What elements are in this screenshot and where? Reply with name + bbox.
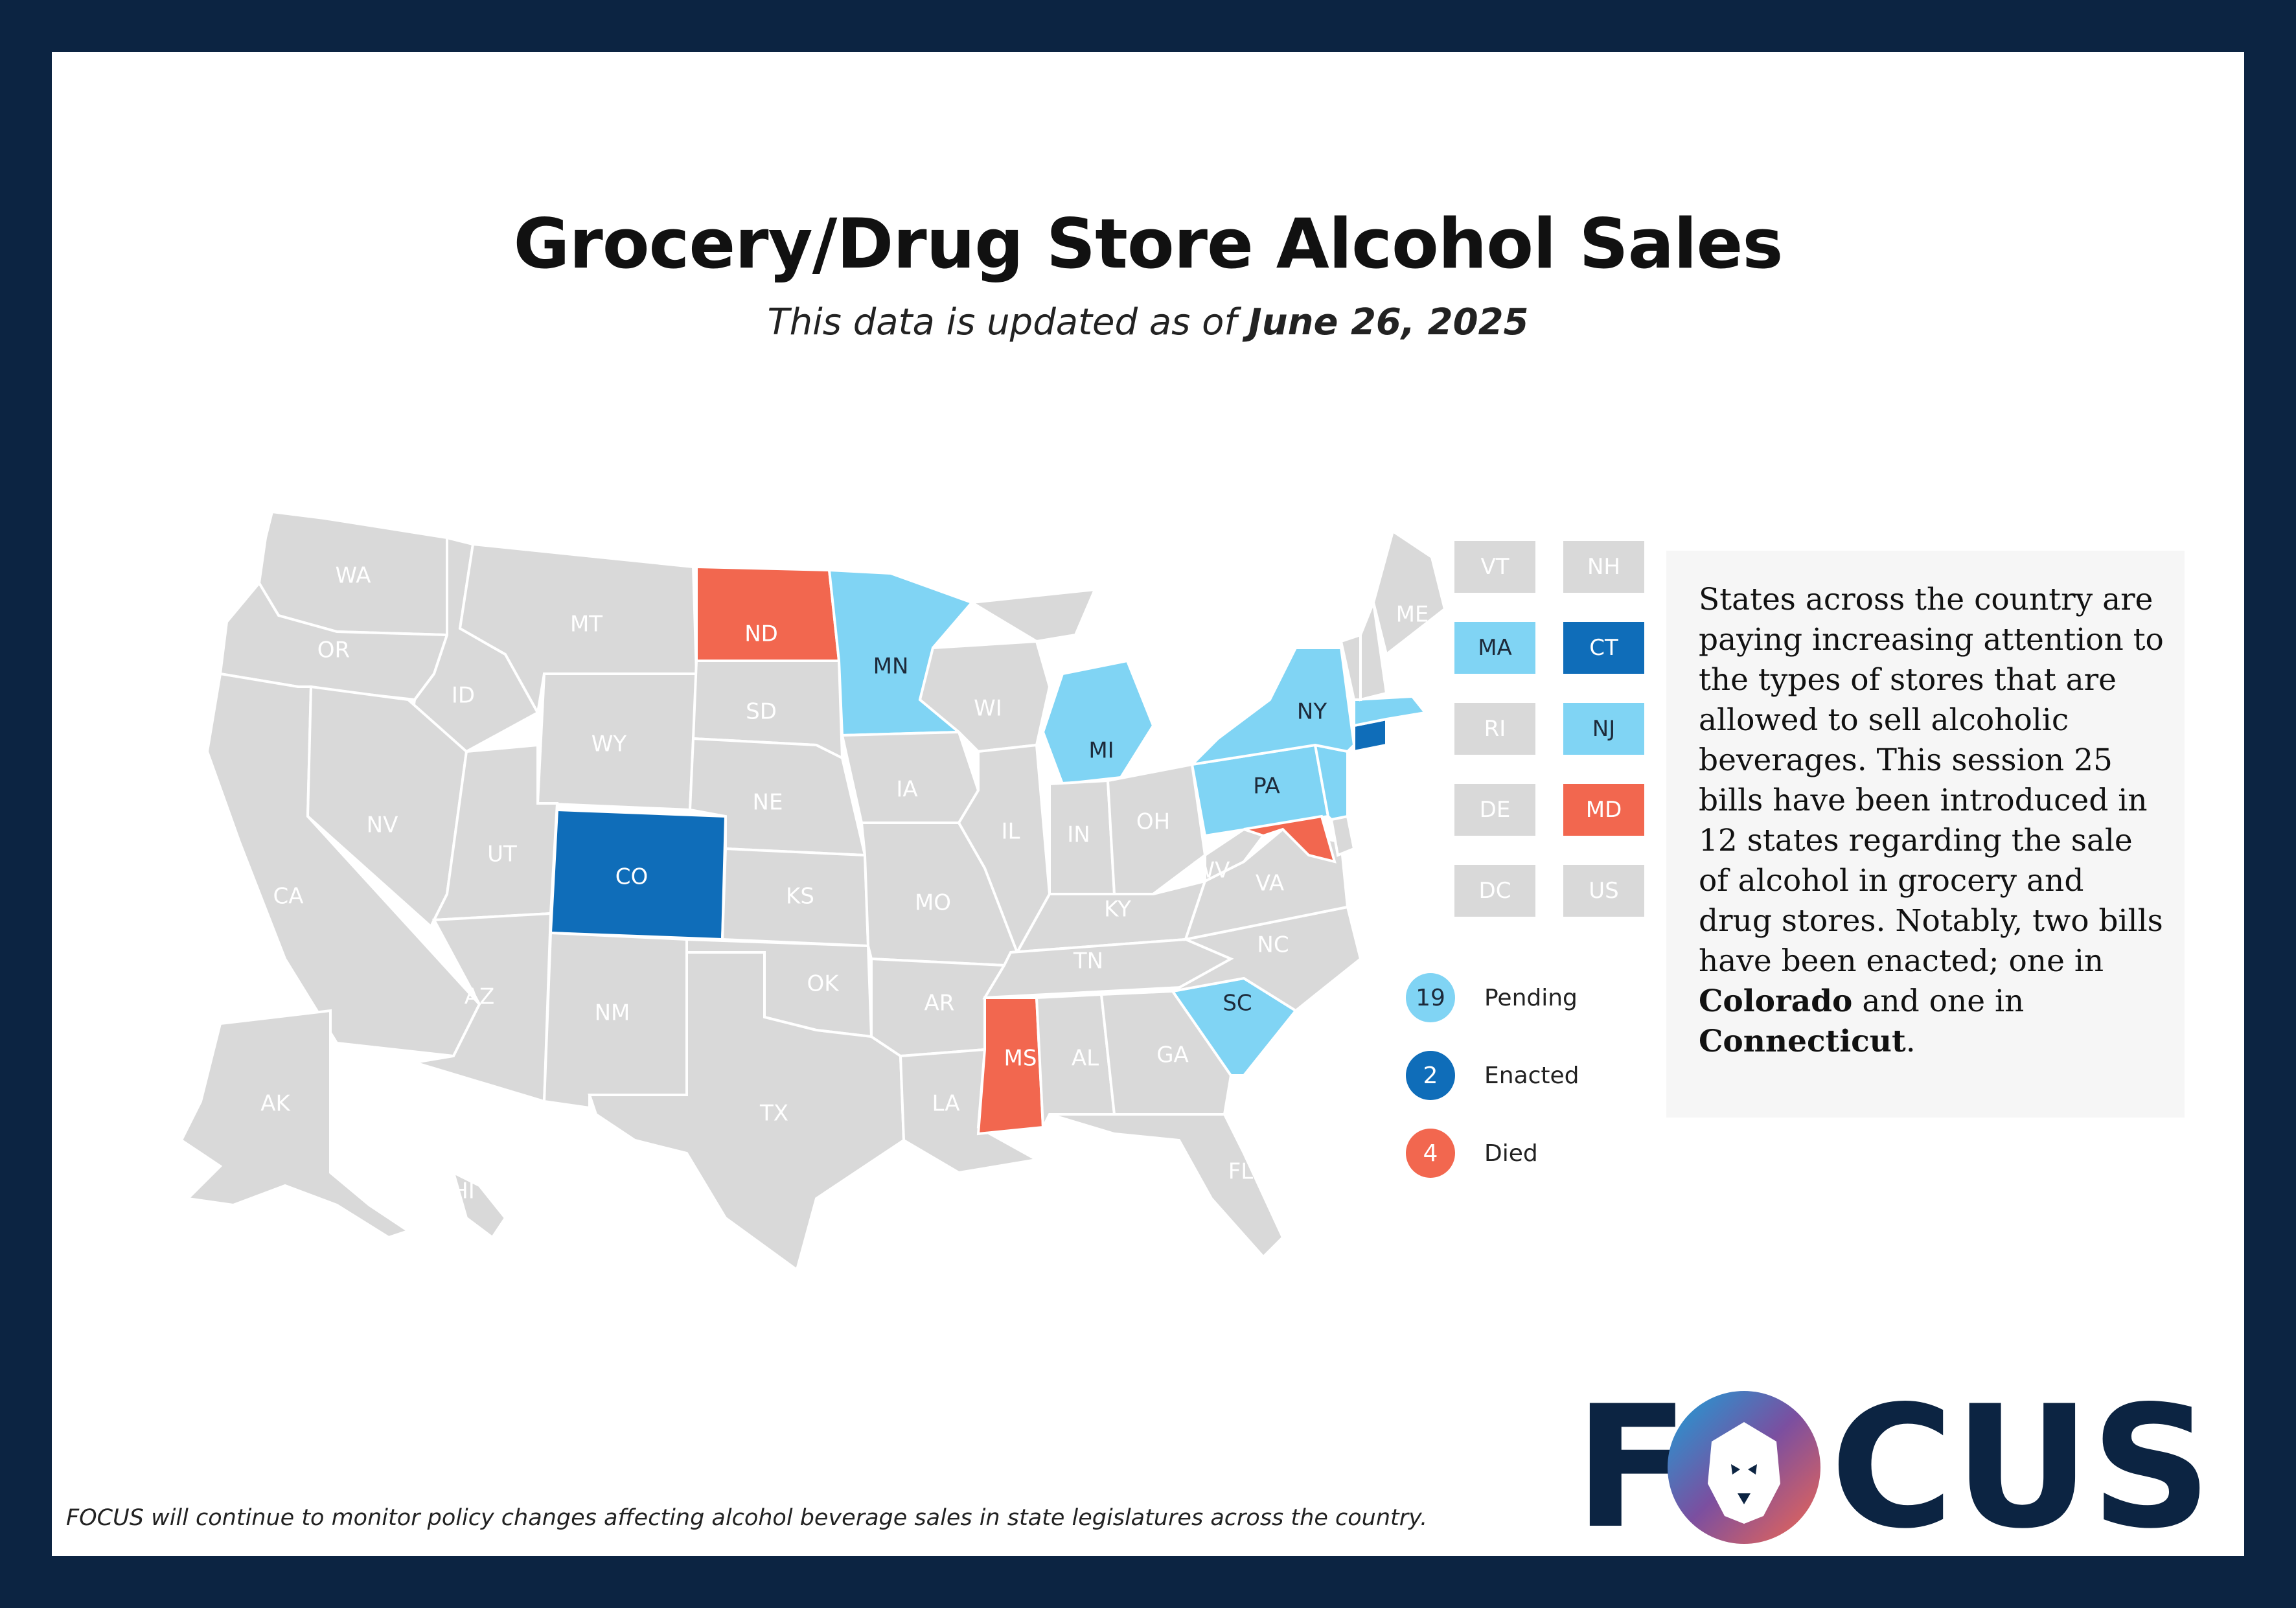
state-label-tx: TX xyxy=(759,1101,788,1127)
state-label-mi: MI xyxy=(1088,738,1114,764)
state-label-nv: NV xyxy=(367,812,398,838)
legend-item-died: 4 Died xyxy=(1406,1127,1579,1179)
state-ma[interactable] xyxy=(1353,695,1428,728)
state-label-al: AL xyxy=(1072,1046,1099,1072)
state-ny[interactable] xyxy=(1188,647,1356,766)
state-label-ne: NE xyxy=(753,790,783,816)
legend-item-enacted: 2 Enacted xyxy=(1406,1050,1579,1101)
us-map: WA OR CA ID NV MT WY UT AZ CO NM ND SD NE KS OK TX MN IA MO… xyxy=(179,510,1447,1272)
state-label-la: LA xyxy=(932,1091,960,1117)
footer-note: FOCUS will continue to monitor policy ch… xyxy=(66,1505,1428,1531)
state-label-ga: GA xyxy=(1156,1042,1189,1068)
state-nh[interactable] xyxy=(1359,597,1388,702)
state-ak[interactable] xyxy=(179,1009,411,1239)
legend: 19 Pending 2 Enacted 4 Died xyxy=(1406,972,1579,1205)
state-label-nm: NM xyxy=(595,1000,630,1026)
state-label-mn: MN xyxy=(873,654,909,680)
tile-nj[interactable]: NJ xyxy=(1563,703,1644,755)
legend-label: Pending xyxy=(1484,984,1578,1011)
state-label-sc: SC xyxy=(1223,991,1252,1016)
subtitle-date: June 26, 2025 xyxy=(1248,301,1529,343)
page-subtitle: This data is updated as of June 26, 2025 xyxy=(52,301,2244,343)
state-label-mt: MT xyxy=(570,612,603,637)
state-label-ak: AK xyxy=(260,1091,291,1117)
info-bold-connecticut: Connecticut xyxy=(1699,1024,1906,1059)
state-me[interactable] xyxy=(1372,529,1447,657)
info-text-part-3: . xyxy=(1905,1024,1916,1059)
state-label-oh: OH xyxy=(1136,809,1170,835)
state-label-ar: AR xyxy=(924,991,955,1016)
state-label-or: OR xyxy=(317,637,350,663)
subtitle-prefix: This data is updated as of xyxy=(767,301,1248,343)
state-fl[interactable] xyxy=(1049,1113,1285,1259)
state-label-mo: MO xyxy=(915,890,951,916)
legend-item-pending: 19 Pending xyxy=(1406,972,1579,1024)
state-il[interactable] xyxy=(957,743,1051,956)
legend-count: 2 xyxy=(1406,1051,1455,1100)
state-label-nd: ND xyxy=(744,621,778,647)
state-label-id: ID xyxy=(452,683,475,709)
state-label-me: ME xyxy=(1396,602,1429,628)
state-ms[interactable] xyxy=(976,996,1045,1136)
info-text-part-2: and one in xyxy=(1852,983,2025,1019)
state-mi-up[interactable] xyxy=(967,588,1097,643)
tile-vt[interactable]: VT xyxy=(1454,541,1535,593)
state-md[interactable] xyxy=(1243,814,1337,864)
tile-md[interactable]: MD xyxy=(1563,784,1644,836)
state-label-ok: OK xyxy=(807,971,840,997)
state-label-il: IL xyxy=(1002,819,1020,845)
info-bold-colorado: Colorado xyxy=(1699,983,1853,1019)
state-label-ks: KS xyxy=(786,884,814,910)
lion-emblem-icon xyxy=(1668,1391,1820,1544)
state-label-nc: NC xyxy=(1257,932,1289,958)
tile-ri[interactable]: RI xyxy=(1454,703,1535,755)
state-label-ut: UT xyxy=(487,842,517,867)
state-label-az: AZ xyxy=(465,984,495,1010)
state-label-sd: SD xyxy=(746,699,777,725)
state-hi[interactable] xyxy=(451,1170,507,1239)
state-label-wa: WA xyxy=(335,563,371,589)
state-label-ca: CA xyxy=(273,884,304,910)
state-label-tn: TN xyxy=(1073,948,1103,974)
state-label-ny: NY xyxy=(1297,699,1327,725)
tile-nh[interactable]: NH xyxy=(1563,541,1644,593)
state-label-pa: PA xyxy=(1253,774,1280,799)
state-label-va: VA xyxy=(1256,871,1284,897)
state-ga[interactable] xyxy=(1099,989,1233,1116)
info-box: States across the country are paying inc… xyxy=(1666,551,2185,1118)
state-oh[interactable] xyxy=(1106,763,1207,895)
legend-label: Enacted xyxy=(1484,1062,1579,1089)
info-text: States across the country are paying inc… xyxy=(1699,580,2165,1062)
state-label-wy: WY xyxy=(591,731,627,757)
infographic-card: Grocery/Drug Store Alcohol Sales This da… xyxy=(52,52,2244,1556)
page-title: Grocery/Drug Store Alcohol Sales xyxy=(513,204,1783,284)
tile-dc[interactable]: DC xyxy=(1454,865,1535,917)
legend-count: 19 xyxy=(1406,973,1455,1022)
state-label-ia: IA xyxy=(896,777,917,803)
state-label-wi: WI xyxy=(974,696,1002,722)
tile-de[interactable]: DE xyxy=(1454,784,1535,836)
state-label-hi: HI xyxy=(452,1178,475,1204)
state-mt[interactable] xyxy=(458,542,698,717)
tile-us[interactable]: US xyxy=(1563,865,1644,917)
state-label-wv: WV xyxy=(1193,858,1230,884)
info-text-part-1: States across the country are paying inc… xyxy=(1699,582,2164,979)
state-label-ms: MS xyxy=(1004,1046,1037,1072)
state-label-ky: KY xyxy=(1104,897,1131,923)
tile-ma[interactable]: MA xyxy=(1454,622,1535,674)
focus-logo: F CUS xyxy=(1574,1386,2212,1548)
state-label-co: CO xyxy=(615,864,649,890)
state-wv[interactable] xyxy=(1204,827,1266,884)
state-label-in: IN xyxy=(1067,822,1090,848)
state-mi[interactable] xyxy=(1041,659,1155,786)
state-label-fl: FL xyxy=(1228,1159,1254,1185)
tile-ct[interactable]: CT xyxy=(1563,622,1644,674)
legend-count: 4 xyxy=(1406,1129,1455,1178)
legend-label: Died xyxy=(1484,1140,1538,1167)
logo-letters-cus: CUS xyxy=(1830,1386,2212,1548)
